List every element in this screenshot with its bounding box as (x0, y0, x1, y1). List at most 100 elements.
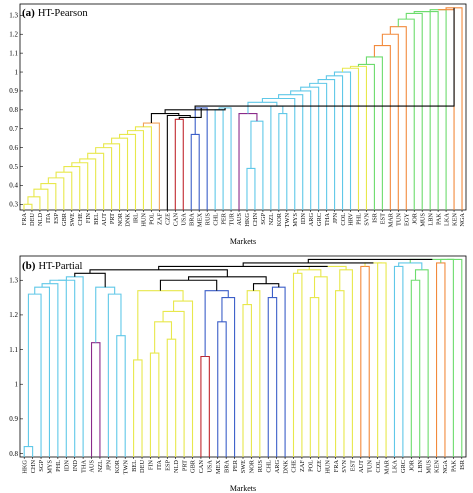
leaf-label: DNK (125, 213, 132, 227)
dendrogram-link (377, 262, 387, 457)
dendrogram-link (89, 269, 228, 277)
panel-title: (a) HT-Pearson (22, 7, 88, 19)
leaf-label: BRA (188, 213, 195, 226)
dendrogram-link (154, 321, 173, 354)
leaf-label: NGA (459, 213, 466, 227)
leaf-label: JPN (332, 213, 339, 224)
leaf-label: JPN (106, 460, 113, 471)
leaf-label: AUT (101, 213, 108, 226)
dendrogram-link (162, 310, 185, 457)
panel-name: HT-Partial (38, 261, 82, 272)
leaf-label: IRL (133, 213, 140, 223)
leaf-label: CZE (165, 213, 172, 225)
dendrogram-link (413, 11, 431, 210)
leaf-label: AUS (89, 460, 96, 473)
dendrogram-link (116, 335, 126, 457)
dendrogram-link (278, 94, 304, 210)
dendrogram-link (238, 113, 258, 210)
leaf-label: ARG (308, 213, 315, 227)
dendrogram-link (247, 101, 278, 114)
dendrogram-link (133, 359, 143, 457)
dendrogram-link (27, 293, 42, 457)
leaf-label: HKG (21, 460, 28, 474)
leaf-label: EST (380, 213, 387, 224)
y-tick-label: 0.5 (9, 163, 18, 171)
dendrogram-link (246, 290, 261, 457)
leaf-label: FIN (85, 213, 92, 224)
leaf-label: GBR (61, 212, 68, 226)
leaf-label: TUN (366, 460, 373, 473)
dendrogram-link (174, 118, 184, 210)
y-tick-label: 0.8 (9, 450, 18, 458)
leaf-label: MUS (425, 460, 432, 474)
y-tick-label: 1.1 (9, 49, 18, 57)
leaf-label: LKA (392, 460, 399, 473)
dendrogram-link (194, 107, 208, 210)
leaf-label: PHL (356, 213, 363, 225)
leaf-label: JOR (411, 212, 418, 224)
leaf-label: KOR (276, 212, 283, 226)
leaf-label: PRT (109, 213, 116, 224)
leaf-label: NZL (268, 213, 275, 225)
leaf-label: DEU (139, 460, 146, 473)
leaf-label: TWN (122, 460, 129, 475)
leaf-label: HRV (348, 213, 355, 226)
leaf-label: PAK (435, 213, 442, 225)
panel-ht-partial: 0.8 0.9 1 1.1 1.2 1.3 HKG CHN SGP MYS PHL IDN IND THA… (9, 255, 467, 493)
dendrogram-link (194, 7, 455, 110)
dendrogram-link (90, 342, 101, 457)
dendrogram-link (214, 109, 224, 210)
y-tick-label: 0.7 (9, 125, 18, 133)
y-tick-label: 0.6 (9, 144, 18, 152)
leaf-label: IND (72, 460, 79, 472)
leaf-label: NGA (442, 460, 449, 474)
leaf-label: CHN (30, 460, 37, 474)
dendrogram-link (422, 11, 439, 210)
leaf-label: TUR (228, 212, 235, 225)
y-tick-label: 1 (15, 68, 19, 76)
y-tick-label: 0.3 (9, 201, 18, 209)
leaf-label: DEU (29, 213, 36, 226)
leaf-label: IDN (300, 213, 307, 225)
dendrogram-link (414, 269, 429, 457)
leaf-label: USA (207, 460, 214, 473)
dendrogram-link (173, 300, 194, 457)
dendrogram-link (309, 297, 320, 457)
leaf-label: HUN (141, 213, 148, 227)
leaf-label: GBR (190, 459, 197, 473)
dendrogram-link (107, 293, 122, 457)
panel-letter: (b) (22, 260, 36, 272)
dendrogram-link (447, 258, 463, 457)
leaf-label: DNK (282, 460, 289, 474)
y-tick-label: 1.2 (9, 31, 18, 39)
leaf-label: EST (350, 460, 357, 471)
dendrogram-link (440, 258, 454, 457)
panel-letter: (a) (22, 7, 35, 19)
dendrogram-link (204, 290, 229, 357)
plot-frame (19, 3, 467, 211)
leaf-label: POL (308, 460, 315, 472)
leaf-label: CHE (291, 460, 298, 473)
dendrogram-link (246, 167, 256, 210)
dendrogram-link (313, 276, 328, 457)
leaf-label: NOR (117, 212, 124, 226)
leaf-label: BEL (131, 460, 138, 472)
panel-title: (b) HT-Partial (22, 260, 82, 272)
leaf-label: PRT (181, 460, 188, 471)
leaf-label: SGP (260, 213, 267, 225)
leaf-label: ZAF (299, 460, 306, 472)
dendrogram-link (34, 286, 50, 457)
leaf-label: THA (324, 213, 331, 226)
dendrogram-link (149, 352, 160, 457)
dendrogram-link (339, 269, 353, 457)
leaf-label: SVN (364, 213, 371, 226)
panel-ht-pearson: 0.3 0.4 0.5 0.6 0.7 0.8 0.9 1 1.1 1.2 1.3 FRA DEU NLD… (9, 3, 467, 246)
leaf-label: COL (375, 460, 382, 473)
leaf-label: HUN (324, 460, 331, 474)
y-tick-label: 1.2 (9, 311, 18, 319)
dendrogram-link (335, 290, 345, 457)
dendrogram-link (23, 446, 34, 457)
leaf-label: CHL (265, 460, 272, 473)
leaf-label: IDN (63, 460, 70, 472)
leaf-label: RUS (204, 213, 211, 226)
